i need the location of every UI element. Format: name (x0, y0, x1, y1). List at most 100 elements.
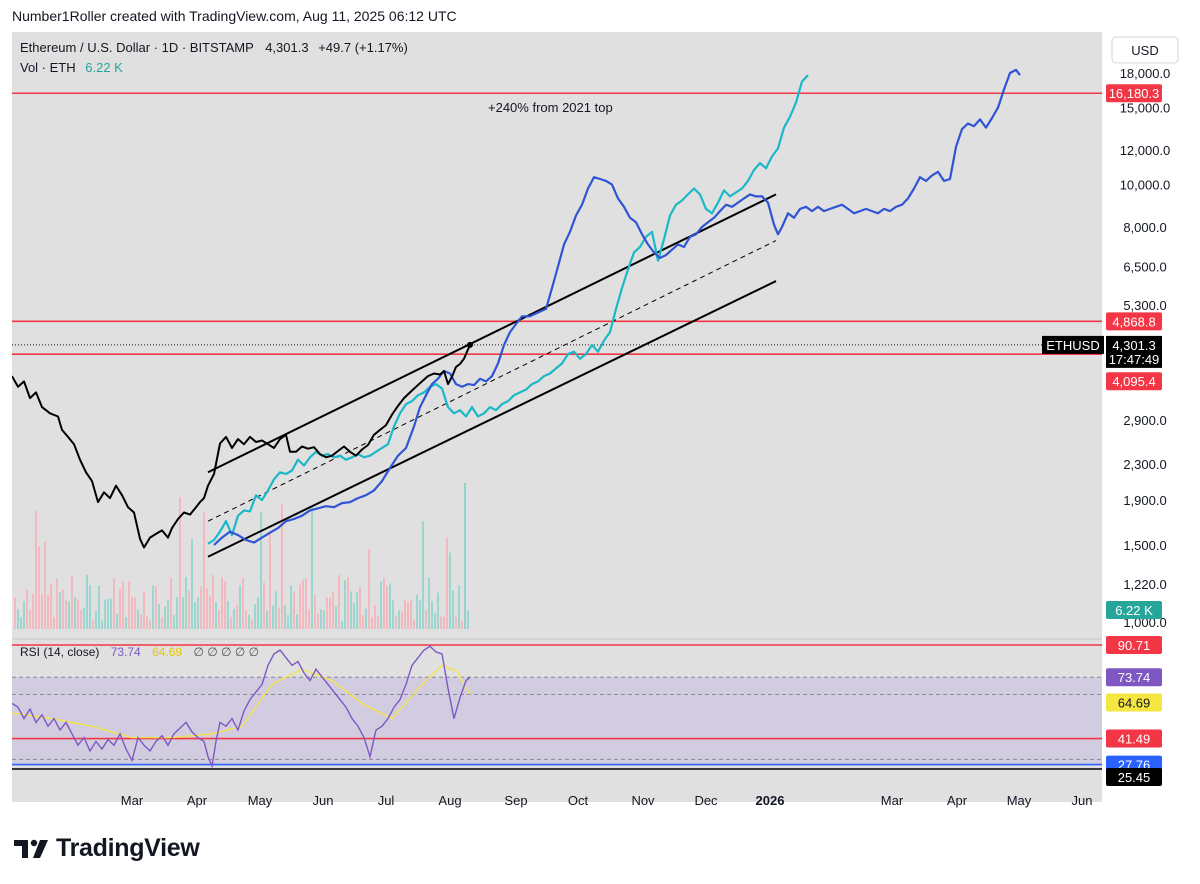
volume-bar (425, 610, 427, 629)
rsi-legend-extras: ∅ ∅ ∅ ∅ ∅ (193, 645, 259, 659)
channel-lines (207, 193, 777, 558)
price-level-label: 4,868.8 (1112, 314, 1155, 329)
volume-bar (368, 549, 370, 629)
volume-bar (416, 594, 418, 629)
volume-bar (311, 507, 313, 629)
legend-symbol-text: Ethereum / U.S. Dollar · 1D · BITSTAMP (20, 40, 254, 55)
rsi-level-label: 90.71 (1118, 638, 1151, 653)
volume-bar (377, 616, 379, 629)
time-tick-label: Dec (694, 793, 718, 808)
volume-bar (437, 592, 439, 629)
volume-bar (146, 615, 148, 629)
legend-change: +49.7 (+1.17%) (318, 40, 408, 55)
chart-container[interactable]: 18,000.0 15,000.0 12,000.0 10,000.0 8,000.0 6… (11, 32, 1188, 814)
volume-bar (446, 537, 448, 629)
rsi-level-label: 25.45 (1118, 770, 1151, 785)
volume-bar (467, 610, 469, 629)
price-tick-label: 8,000.0 (1123, 220, 1166, 235)
volume-bar (149, 620, 151, 629)
volume-bar (398, 610, 400, 629)
rsi-level-label-bg (1106, 693, 1162, 712)
volume-bars (14, 483, 469, 629)
legend-vol-value: 6.22 K (85, 60, 123, 75)
horizontal-levels (12, 92, 1102, 356)
currency-button[interactable]: USD (1131, 43, 1158, 58)
volume-bar (452, 590, 454, 629)
series-fractal-cyan (207, 74, 809, 545)
volume-bar (158, 603, 160, 629)
volume-bar (266, 610, 268, 629)
volume-label-bg (1106, 601, 1162, 619)
time-tick-label: Sep (504, 793, 527, 808)
volume-bar (335, 606, 337, 629)
volume-bar (383, 578, 385, 629)
volume-bar (269, 533, 271, 629)
volume-bar (86, 574, 88, 629)
volume-bar (203, 512, 205, 629)
volume-bar (125, 617, 127, 629)
time-tick-label: 2026 (756, 793, 785, 808)
volume-bar (410, 599, 412, 629)
time-tick-label: Nov (631, 793, 655, 808)
rsi-line (11, 645, 471, 769)
volume-bar (170, 577, 172, 629)
time-tick-label: May (1007, 793, 1032, 808)
volume-bar (122, 581, 124, 629)
volume-bar (299, 584, 301, 629)
volume-bar (101, 620, 103, 629)
rsi-level-label-bg (1106, 636, 1162, 654)
currency-button-bg[interactable] (1111, 36, 1179, 64)
volume-bar (176, 597, 178, 629)
volume-bar (233, 608, 235, 629)
volume-bar (407, 601, 409, 629)
volume-bar (215, 602, 217, 629)
volume-bar (395, 615, 397, 629)
volume-bar (449, 552, 451, 629)
volume-bar (431, 601, 433, 629)
volume-bar (281, 504, 283, 629)
chart-annotation: +240% from 2021 top (488, 100, 613, 115)
axis-price-labels: 16,180.3 4,868.8 4,095.4 ETHUSD 4,301.317:47… (1042, 84, 1162, 786)
volume-bar (65, 599, 67, 629)
time-axis-bg (12, 802, 1188, 814)
volume-bar (290, 585, 292, 629)
volume-bar (218, 609, 220, 629)
volume-bar (347, 577, 349, 629)
price-level-label-bg (1106, 312, 1162, 331)
volume-bar (104, 599, 106, 629)
volume-bar (140, 614, 142, 629)
volume-bar (77, 599, 79, 629)
volume-bar (413, 619, 415, 629)
volume-bar (206, 588, 208, 629)
volume-bar (131, 597, 133, 629)
volume-bar (380, 581, 382, 629)
volume-bar (365, 608, 367, 629)
volume-bar (98, 585, 100, 629)
volume-bar (314, 595, 316, 629)
time-axis: Mar Apr May Jun Jul Aug Sep Oct Nov Dec 2026 Mar Apr… (121, 793, 1093, 808)
volume-bar (344, 580, 346, 629)
volume-bar (251, 619, 253, 629)
volume-bar (68, 601, 70, 629)
volume-bar (245, 610, 247, 629)
volume-bar (455, 616, 457, 629)
legend-vol-label: Vol · ETH (20, 60, 76, 75)
volume-bar (212, 574, 214, 629)
chart-svg[interactable]: 18,000.0 15,000.0 12,000.0 10,000.0 8,000.0 6… (11, 32, 1188, 814)
price-tick-label: 18,000.0 (1120, 66, 1171, 81)
volume-bar (353, 603, 355, 629)
chart-plot-area[interactable] (12, 32, 1102, 802)
volume-bar (461, 620, 463, 629)
volume-bar (143, 591, 145, 629)
rsi-ma-line (11, 664, 471, 739)
volume-bar (152, 585, 154, 629)
price-tick-label: 1,900.0 (1123, 493, 1166, 508)
rsi-legend-value1: 73.74 (111, 645, 141, 659)
volume-bar (80, 609, 82, 629)
volume-bar (464, 483, 466, 629)
volume-bar (434, 612, 436, 629)
rsi-level-label-bg (1106, 768, 1162, 786)
series-last-point (467, 341, 473, 348)
legend-symbol: Ethereum / U.S. Dollar · 1D · BITSTAMP 4… (20, 40, 408, 55)
legend-price: 4,301.3 (265, 40, 308, 55)
